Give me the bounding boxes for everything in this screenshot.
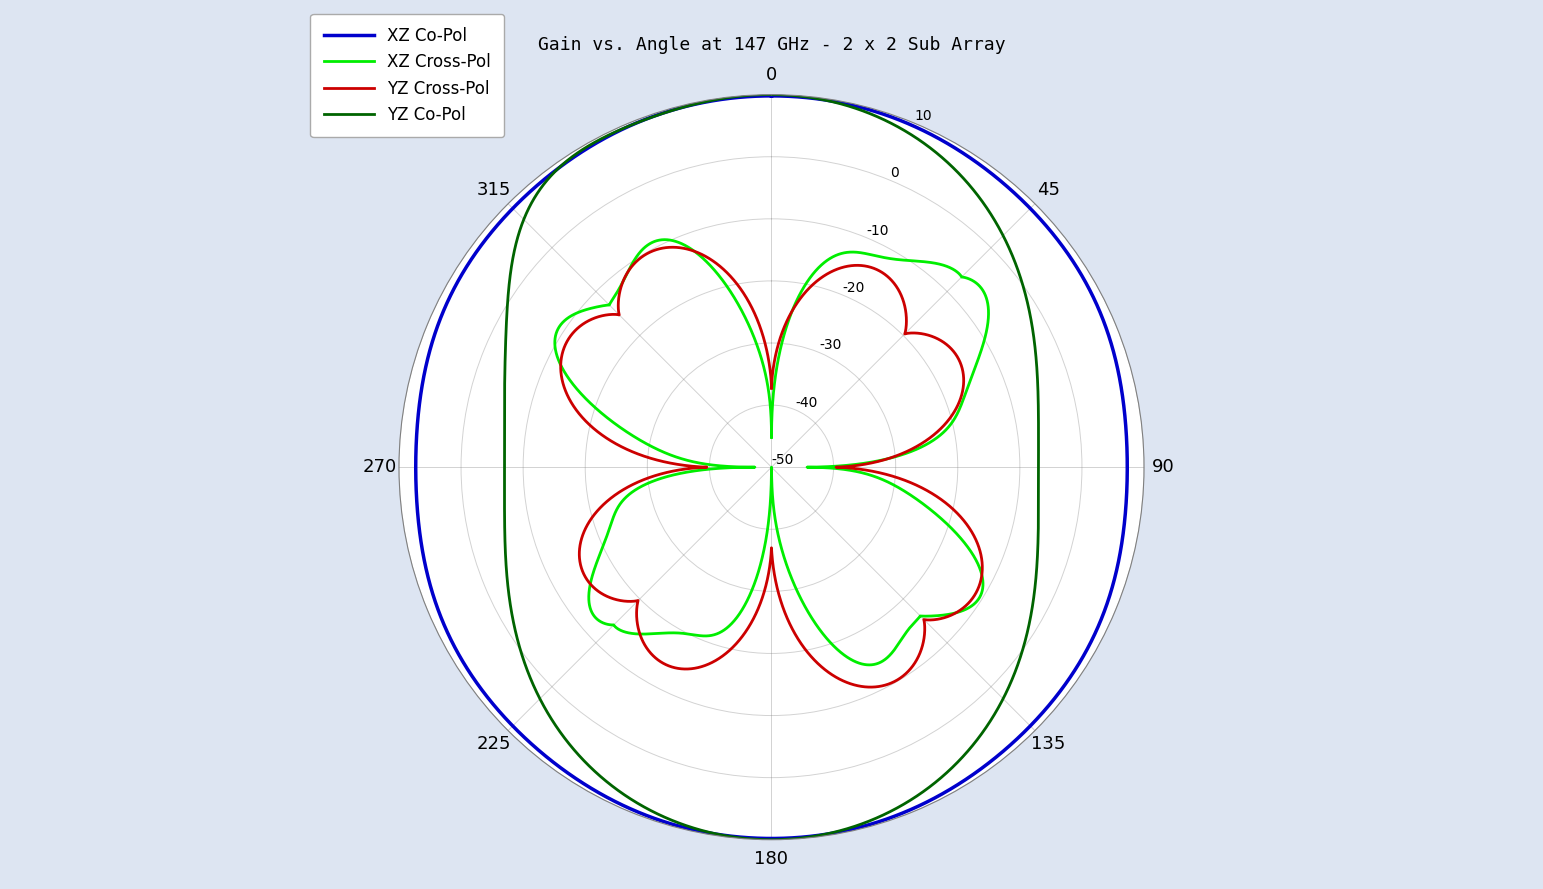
XZ Co-Pol [639, 113, 657, 124]
XZ Cross-Pol [779, 567, 798, 578]
XZ Co-Pol [824, 828, 842, 838]
YZ Cross-Pol [697, 462, 716, 473]
YZ Cross-Pol [687, 246, 705, 257]
YZ Cross-Pol [650, 455, 668, 466]
XZ Cross-Pol [690, 458, 708, 469]
Legend: XZ Co-Pol, XZ Cross-Pol, YZ Cross-Pol, YZ Co-Pol: XZ Co-Pol, XZ Cross-Pol, YZ Cross-Pol, Y… [310, 13, 505, 137]
XZ Cross-Pol [762, 462, 781, 473]
XZ Cross-Pol [762, 432, 781, 443]
XZ Co-Pol [407, 504, 426, 515]
YZ Cross-Pol [708, 259, 727, 269]
YZ Cross-Pol [792, 639, 810, 650]
XZ Co-Pol [762, 91, 781, 101]
YZ Co-Pol [824, 827, 842, 837]
XZ Co-Pol [1071, 657, 1089, 668]
XZ Cross-Pol [687, 246, 705, 257]
YZ Co-Pol [1018, 624, 1037, 635]
YZ Cross-Pol [966, 590, 984, 601]
YZ Cross-Pol [625, 478, 643, 489]
YZ Co-Pol [1029, 462, 1048, 473]
YZ Co-Pol [495, 493, 514, 504]
XZ Cross-Pol [643, 476, 662, 486]
XZ Co-Pol [407, 441, 426, 452]
YZ Co-Pol [762, 89, 781, 100]
XZ Cross-Pol [711, 272, 730, 283]
YZ Co-Pol [758, 89, 776, 100]
YZ Co-Pol [665, 104, 684, 115]
XZ Co-Pol [1119, 462, 1137, 473]
Line: YZ Co-Pol: YZ Co-Pol [505, 94, 1038, 840]
Line: YZ Cross-Pol: YZ Cross-Pol [560, 247, 983, 687]
YZ Cross-Pol [636, 249, 654, 260]
YZ Co-Pol [495, 446, 514, 457]
YZ Cross-Pol [762, 382, 781, 393]
XZ Cross-Pol [969, 593, 988, 604]
XZ Co-Pol [762, 91, 781, 101]
YZ Cross-Pol [762, 382, 781, 393]
XZ Cross-Pol [971, 282, 989, 292]
Title: Gain vs. Angle at 147 GHz - 2 x 2 Sub Array: Gain vs. Angle at 147 GHz - 2 x 2 Sub Ar… [537, 36, 1006, 53]
XZ Cross-Pol [762, 432, 781, 443]
YZ Co-Pol [639, 113, 657, 124]
Line: XZ Cross-Pol: XZ Cross-Pol [555, 240, 989, 665]
Line: XZ Co-Pol: XZ Co-Pol [415, 96, 1128, 838]
XZ Co-Pol [665, 104, 684, 115]
YZ Co-Pol [762, 89, 781, 100]
